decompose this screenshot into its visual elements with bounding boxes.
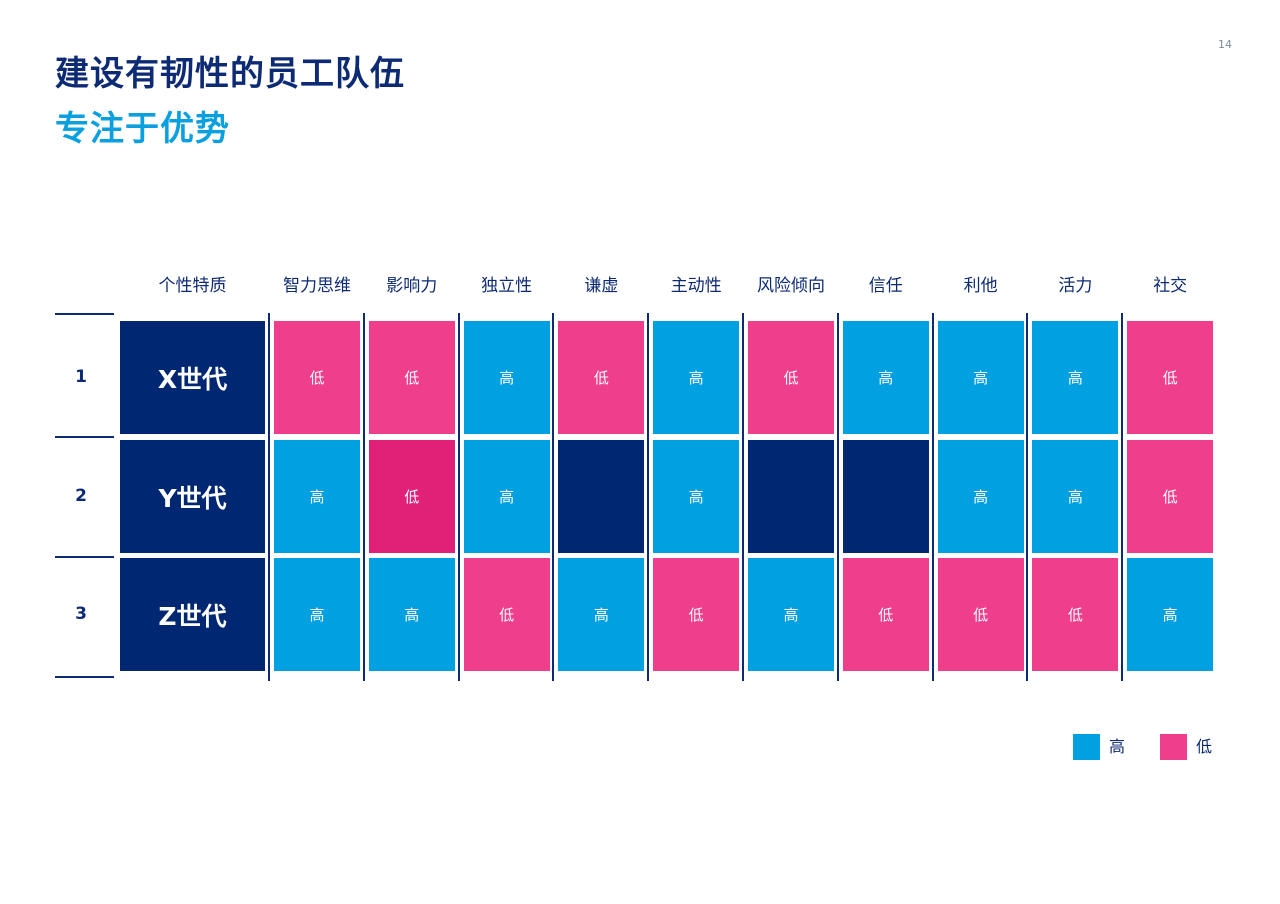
legend-swatch (1073, 734, 1100, 760)
trait-cell: 高 (463, 321, 550, 434)
trait-cell: 高 (368, 558, 455, 671)
trait-cell (748, 440, 834, 553)
trait-cell: 低 (1127, 321, 1214, 434)
column-header: 主动性 (670, 276, 722, 296)
column-header: 社交 (1153, 276, 1188, 296)
trait-cell: 高 (274, 440, 360, 553)
column-divider (552, 313, 555, 681)
trait-cell: 低 (1032, 558, 1119, 671)
trait-cell (558, 440, 645, 553)
trait-cell: 高 (1127, 558, 1214, 671)
column-divider (362, 313, 365, 681)
legend-swatch (1160, 734, 1187, 760)
column-divider (836, 313, 839, 681)
trait-cell: 低 (1127, 440, 1214, 553)
trait-cell: 低 (463, 558, 550, 671)
column-header: 风险倾向 (757, 276, 825, 296)
trait-cell: 低 (937, 558, 1024, 671)
column-divider (1026, 313, 1029, 681)
trait-cell: 低 (368, 440, 455, 553)
trait-cell: 高 (653, 321, 740, 434)
column-divider (931, 313, 934, 681)
column-divider (742, 313, 744, 681)
trait-cell: 高 (653, 440, 740, 553)
legend-label: 高 (1109, 737, 1126, 756)
page-title: 建设有韧性的员工队伍 (55, 54, 405, 94)
row-index: 2 (75, 485, 87, 506)
trait-cell: 低 (748, 321, 834, 434)
trait-cell: 高 (558, 558, 645, 671)
trait-cell: 高 (842, 321, 929, 434)
column-divider (457, 313, 460, 681)
column-header: 谦虚 (584, 276, 619, 296)
column-header: 利他 (963, 276, 998, 296)
corner-header: 个性特质 (158, 276, 227, 296)
column-divider (268, 313, 270, 681)
trait-cell: 低 (653, 558, 740, 671)
column-header: 独立性 (481, 276, 533, 296)
trait-cell: 高 (274, 558, 360, 671)
column-header: 智力思维 (283, 276, 351, 296)
page-number: 14 (1218, 38, 1232, 51)
trait-cell: 高 (937, 440, 1024, 553)
column-divider (647, 313, 650, 681)
row-divider (55, 313, 114, 315)
trait-cell: 低 (558, 321, 645, 434)
row-divider (55, 556, 114, 558)
column-header: 影响力 (386, 276, 438, 296)
row-divider (55, 676, 114, 678)
trait-cell: 低 (368, 321, 455, 434)
trait-cell (842, 440, 929, 553)
generation-cell: Y世代 (120, 440, 265, 553)
column-divider (1121, 313, 1124, 681)
generation-cell: X世代 (120, 321, 265, 434)
column-header: 信任 (868, 276, 903, 296)
row-index: 3 (75, 603, 87, 624)
row-index: 1 (75, 366, 87, 387)
trait-cell: 高 (1032, 321, 1119, 434)
trait-cell: 低 (842, 558, 929, 671)
trait-cell: 高 (463, 440, 550, 553)
trait-cell: 高 (748, 558, 834, 671)
trait-cell: 低 (274, 321, 360, 434)
column-header: 活力 (1058, 276, 1093, 296)
generation-cell: Z世代 (120, 558, 265, 671)
trait-cell: 高 (937, 321, 1024, 434)
trait-cell: 高 (1032, 440, 1119, 553)
row-divider (55, 436, 114, 438)
legend-label: 低 (1196, 737, 1213, 756)
page-subtitle: 专注于优势 (55, 109, 230, 149)
